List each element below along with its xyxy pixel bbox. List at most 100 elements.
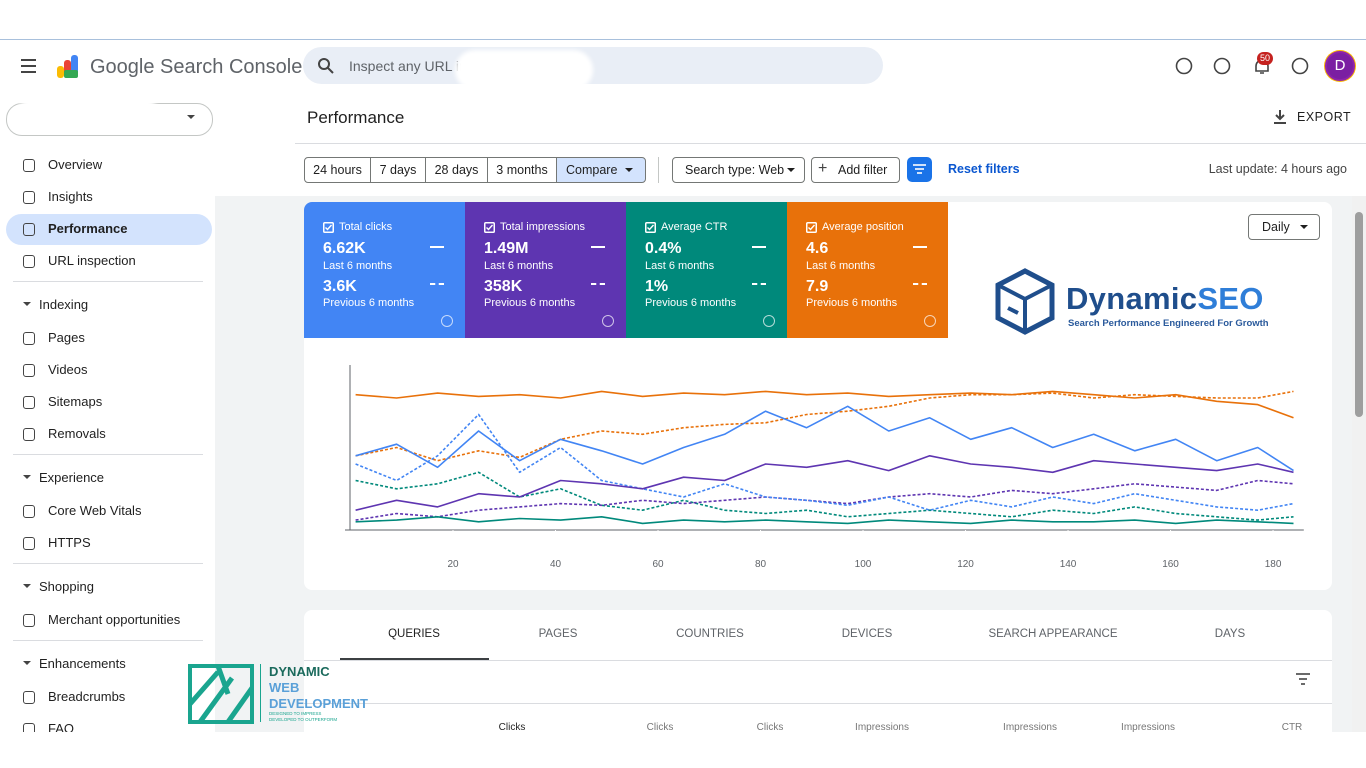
nav-item[interactable]: Merchant opportunities: [48, 612, 181, 627]
table-filter-icon: [1296, 673, 1310, 685]
column-header[interactable]: Clicks: [756, 722, 784, 733]
metric-card[interactable]: Average position 4.6 Last 6 months 7.9 Previ…: [787, 202, 948, 338]
export-icon: [1274, 110, 1286, 124]
checkbox-box: [806, 222, 817, 233]
search-lens: [318, 58, 330, 70]
nav-divider: [13, 454, 203, 455]
nav-section[interactable]: Experience: [39, 470, 105, 485]
tab[interactable]: PAGES: [538, 628, 578, 640]
plus-icon: +: [818, 160, 828, 177]
nav-item[interactable]: Videos: [48, 362, 88, 377]
column-header[interactable]: Impressions: [1003, 722, 1057, 733]
search-handle: [327, 67, 334, 74]
column-header[interactable]: CTR: [1281, 722, 1303, 733]
granularity-select[interactable]: Daily: [1248, 214, 1320, 240]
column-header[interactable]: Clicks: [498, 722, 526, 733]
nav-icon: [23, 614, 35, 627]
tab[interactable]: COUNTRIES: [676, 628, 744, 640]
logo-bar: [57, 66, 64, 78]
tab[interactable]: DEVICES: [841, 628, 893, 640]
nav-item[interactable]: Insights: [48, 189, 93, 204]
tab[interactable]: SEARCH APPEARANCE: [988, 628, 1118, 640]
checkbox-box: [323, 222, 334, 233]
metric-prev-value: 358K: [484, 278, 523, 295]
metric-prev-value: 3.6K: [323, 278, 357, 295]
wm-text: WEB: [269, 680, 300, 695]
series-line: [355, 455, 1294, 511]
notification-badge: 50: [1257, 52, 1273, 65]
dropdown-arrow: [787, 168, 795, 172]
brand-name-b: SEO: [1197, 281, 1264, 316]
nav-item[interactable]: Sitemaps: [48, 394, 103, 409]
metric-label: Average position: [822, 221, 904, 233]
column-header[interactable]: Impressions: [855, 722, 909, 733]
icon-shape: [1291, 57, 1309, 75]
nav-item[interactable]: Core Web Vitals: [48, 503, 142, 518]
solid-swatch: [430, 246, 444, 248]
help-icon: [763, 315, 775, 327]
help-icon: [602, 315, 614, 327]
nav-section[interactable]: Enhancements: [39, 656, 126, 671]
search-type-button[interactable]: Search type: Web: [672, 157, 805, 183]
metric-period: Last 6 months: [323, 260, 393, 272]
x-tick-label: 160: [1162, 559, 1179, 570]
metric-prev-period: Previous 6 months: [484, 297, 576, 309]
nav-icon: [23, 223, 35, 236]
metric-value: 6.62K: [323, 240, 366, 257]
menu-bar: [21, 71, 36, 73]
download: [1274, 110, 1286, 124]
arrow: [187, 115, 195, 119]
series-line: [355, 471, 1294, 521]
checkbox[interactable]: [806, 222, 817, 233]
nav-item[interactable]: HTTPS: [48, 535, 91, 550]
nav-item[interactable]: Pages: [48, 330, 85, 345]
series-line: [355, 390, 1294, 462]
section-caret: [23, 584, 31, 588]
x-tick-label: 80: [755, 559, 767, 570]
tab[interactable]: DAYS: [1214, 628, 1246, 640]
search-bar[interactable]: [303, 47, 883, 84]
last-update: Last update: 4 hours ago: [1208, 162, 1347, 176]
checkbox[interactable]: [484, 222, 495, 233]
checkbox[interactable]: [323, 222, 334, 233]
reset-filters[interactable]: Reset filters: [948, 162, 1020, 176]
nav-item[interactable]: Overview: [48, 157, 103, 172]
metric-card[interactable]: Total impressions 1.49M Last 6 months 358K P…: [465, 202, 626, 338]
nav-item[interactable]: Performance: [48, 221, 128, 236]
scrollbar: [1352, 196, 1366, 732]
x-tick-label: 120: [957, 559, 974, 570]
nav-item[interactable]: Removals: [48, 426, 106, 441]
nav-item[interactable]: URL inspection: [48, 253, 136, 268]
caret: [23, 302, 31, 306]
header-icon: [1213, 57, 1231, 75]
avatar[interactable]: D: [1325, 51, 1355, 81]
checkbox[interactable]: [645, 222, 656, 233]
nav-section[interactable]: Indexing: [39, 297, 89, 312]
add-filter-button[interactable]: Add filter: [811, 157, 900, 183]
nav-item[interactable]: Breadcrumbs: [48, 689, 126, 704]
metric-prev-period: Previous 6 months: [806, 297, 898, 309]
metric-card[interactable]: Total clicks 6.62K Last 6 months 3.6K Previo…: [304, 202, 465, 338]
x-tick-label: 60: [652, 559, 664, 570]
x-tick-label: 100: [855, 559, 872, 570]
icon-shape: [1175, 57, 1193, 75]
column-header[interactable]: Impressions: [1121, 722, 1175, 733]
filter-divider: [658, 157, 659, 183]
redaction: [18, 97, 158, 129]
dashed-swatch: [752, 283, 766, 285]
nav-section[interactable]: Shopping: [39, 579, 94, 594]
nav-icon: [23, 191, 35, 204]
product-name: Google Search Console: [90, 56, 303, 78]
nav-icon: [23, 364, 35, 377]
series-line: [355, 390, 1294, 419]
checkbox-box: [484, 222, 495, 233]
top-border: [0, 39, 1366, 40]
nav-divider: [13, 563, 203, 564]
export-button[interactable]: EXPORT: [1297, 110, 1352, 124]
tab[interactable]: QUERIES: [388, 628, 440, 640]
column-header[interactable]: Clicks: [646, 722, 674, 733]
metric-card[interactable]: Average CTR 0.4% Last 6 months 1% Previous 6…: [626, 202, 787, 338]
scroll-thumb[interactable]: [1355, 212, 1363, 417]
solid-swatch: [913, 246, 927, 248]
filter-strip-bg: [215, 144, 1352, 196]
